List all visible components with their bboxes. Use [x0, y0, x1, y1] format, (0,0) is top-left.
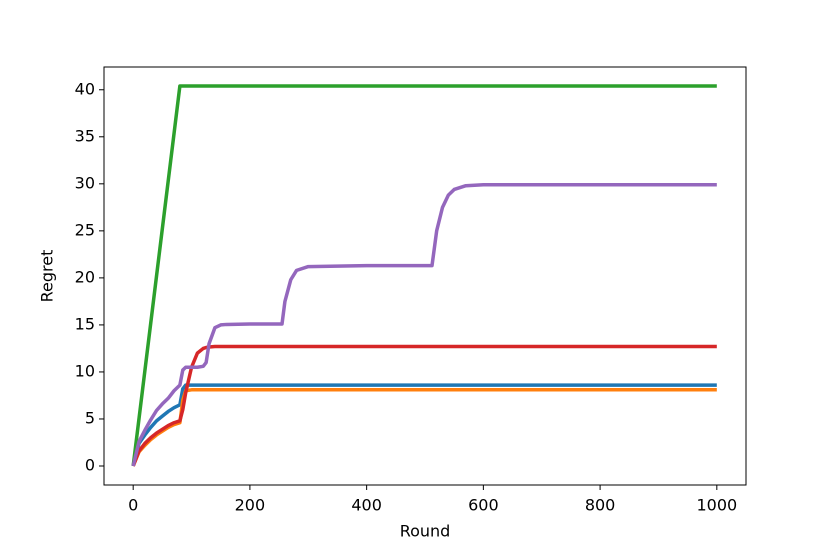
y-tick-label: 25	[75, 220, 95, 239]
y-tick-label: 20	[75, 267, 95, 286]
series-line	[131, 383, 717, 467]
x-tick-label: 600	[468, 496, 499, 515]
x-axis-label: Round	[400, 522, 451, 541]
y-tick-label: 10	[75, 361, 95, 380]
x-tick-label: 200	[235, 496, 266, 515]
x-tick-label: 400	[351, 496, 382, 515]
x-tick-label: 1000	[696, 496, 737, 515]
series-line	[131, 344, 717, 467]
x-tick-label: 0	[128, 496, 138, 515]
y-tick-label: 5	[85, 408, 95, 427]
y-axis-label: Regret	[38, 250, 57, 303]
y-tick-label: 30	[75, 173, 95, 192]
series-line	[131, 84, 717, 467]
plot-frame	[103, 66, 747, 486]
series-line	[131, 388, 717, 467]
y-tick-label: 15	[75, 314, 95, 333]
y-tick-label: 40	[75, 79, 95, 98]
series-line	[131, 183, 717, 467]
y-tick-label: 0	[85, 456, 95, 475]
x-tick-label: 800	[585, 496, 616, 515]
y-tick-label: 35	[75, 126, 95, 145]
